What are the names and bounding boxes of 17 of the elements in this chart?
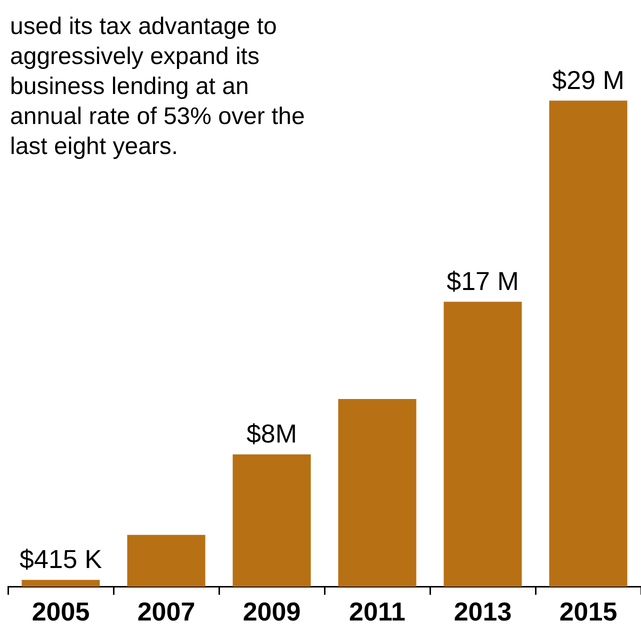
data-label: $29 M: [552, 64, 624, 95]
x-tick-label: 2009: [242, 596, 301, 627]
x-tick-label: 2011: [349, 596, 406, 627]
data-label: $415 K: [20, 544, 103, 574]
bar: [232, 454, 311, 587]
annotation: used its tax advantage to aggressively expand its business lending at an annual rate of 53% over the last eight years.: [10, 12, 306, 162]
bar: [549, 100, 628, 587]
x-tick-label: 2005: [32, 596, 90, 627]
data-label: $8M: [246, 418, 298, 449]
bar: [127, 534, 206, 587]
x-tick-label: 2013: [454, 596, 512, 627]
data-label: $17 M: [446, 266, 519, 296]
bar: [338, 399, 416, 587]
x-tick-label: 2015: [559, 596, 618, 627]
x-tick-label: 2007: [137, 596, 196, 627]
bar: [22, 580, 100, 587]
bar: [444, 302, 522, 587]
